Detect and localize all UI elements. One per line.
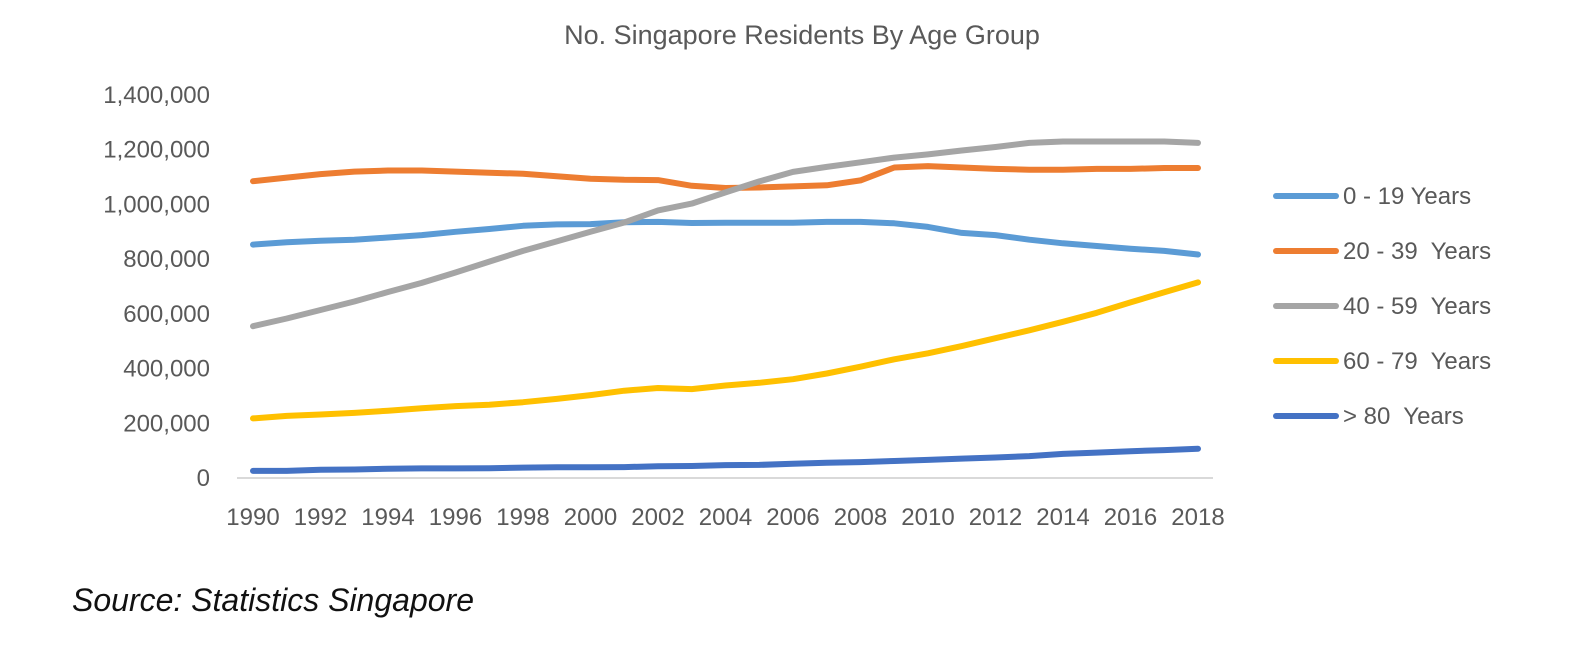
chart-title: No. Singapore Residents By Age Group [564, 20, 1040, 50]
x-tick-label: 2010 [901, 504, 954, 531]
x-tick-label: 1992 [294, 504, 347, 531]
x-tick-label: 2014 [1036, 504, 1089, 531]
y-tick-label: 0 [197, 465, 210, 492]
x-tick-label: 2012 [969, 504, 1022, 531]
y-tick-label: 800,000 [123, 246, 210, 273]
x-tick-label: 1990 [226, 504, 279, 531]
x-tick-label: 1994 [361, 504, 414, 531]
legend-label-2: 40 - 59 Years [1343, 293, 1491, 320]
source-note: Source: Statistics Singapore [72, 582, 474, 618]
series-line-4 [250, 445, 1201, 474]
series-line-3 [250, 279, 1201, 422]
y-tick-label: 200,000 [123, 410, 210, 437]
x-tick-label: 1998 [496, 504, 549, 531]
x-tick-label: 2006 [766, 504, 819, 531]
y-tick-label: 600,000 [123, 301, 210, 328]
legend-label-4: > 80 Years [1343, 403, 1464, 430]
y-tick-label: 1,200,000 [103, 137, 210, 164]
x-tick-label: 2000 [564, 504, 617, 531]
y-tick-label: 1,000,000 [103, 191, 210, 218]
legend: 0 - 19 Years 20 - 39 Years 40 - 59 Years 60… [1273, 183, 1491, 430]
y-axis-ticks: 0 200,000 400,000 600,000 800,000 1,000,000 1,… [103, 82, 210, 492]
y-tick-label: 400,000 [123, 356, 210, 383]
series-line-1 [250, 163, 1201, 191]
x-tick-label: 2016 [1104, 504, 1157, 531]
x-tick-label: 2002 [631, 504, 684, 531]
series-line-0 [250, 218, 1201, 258]
x-tick-label: 2018 [1171, 504, 1224, 531]
legend-label-1: 20 - 39 Years [1343, 238, 1491, 265]
series-line-2 [250, 138, 1201, 330]
x-tick-label: 2004 [699, 504, 752, 531]
x-axis-ticks: 1990 1992 1994 1996 1998 2000 2002 2004 2006 2008… [226, 504, 1224, 531]
x-tick-label: 2008 [834, 504, 887, 531]
legend-label-3: 60 - 79 Years [1343, 348, 1491, 375]
series-lines [250, 138, 1201, 474]
legend-label-0: 0 - 19 Years [1343, 183, 1471, 210]
x-tick-label: 1996 [429, 504, 482, 531]
y-tick-label: 1,400,000 [103, 82, 210, 109]
